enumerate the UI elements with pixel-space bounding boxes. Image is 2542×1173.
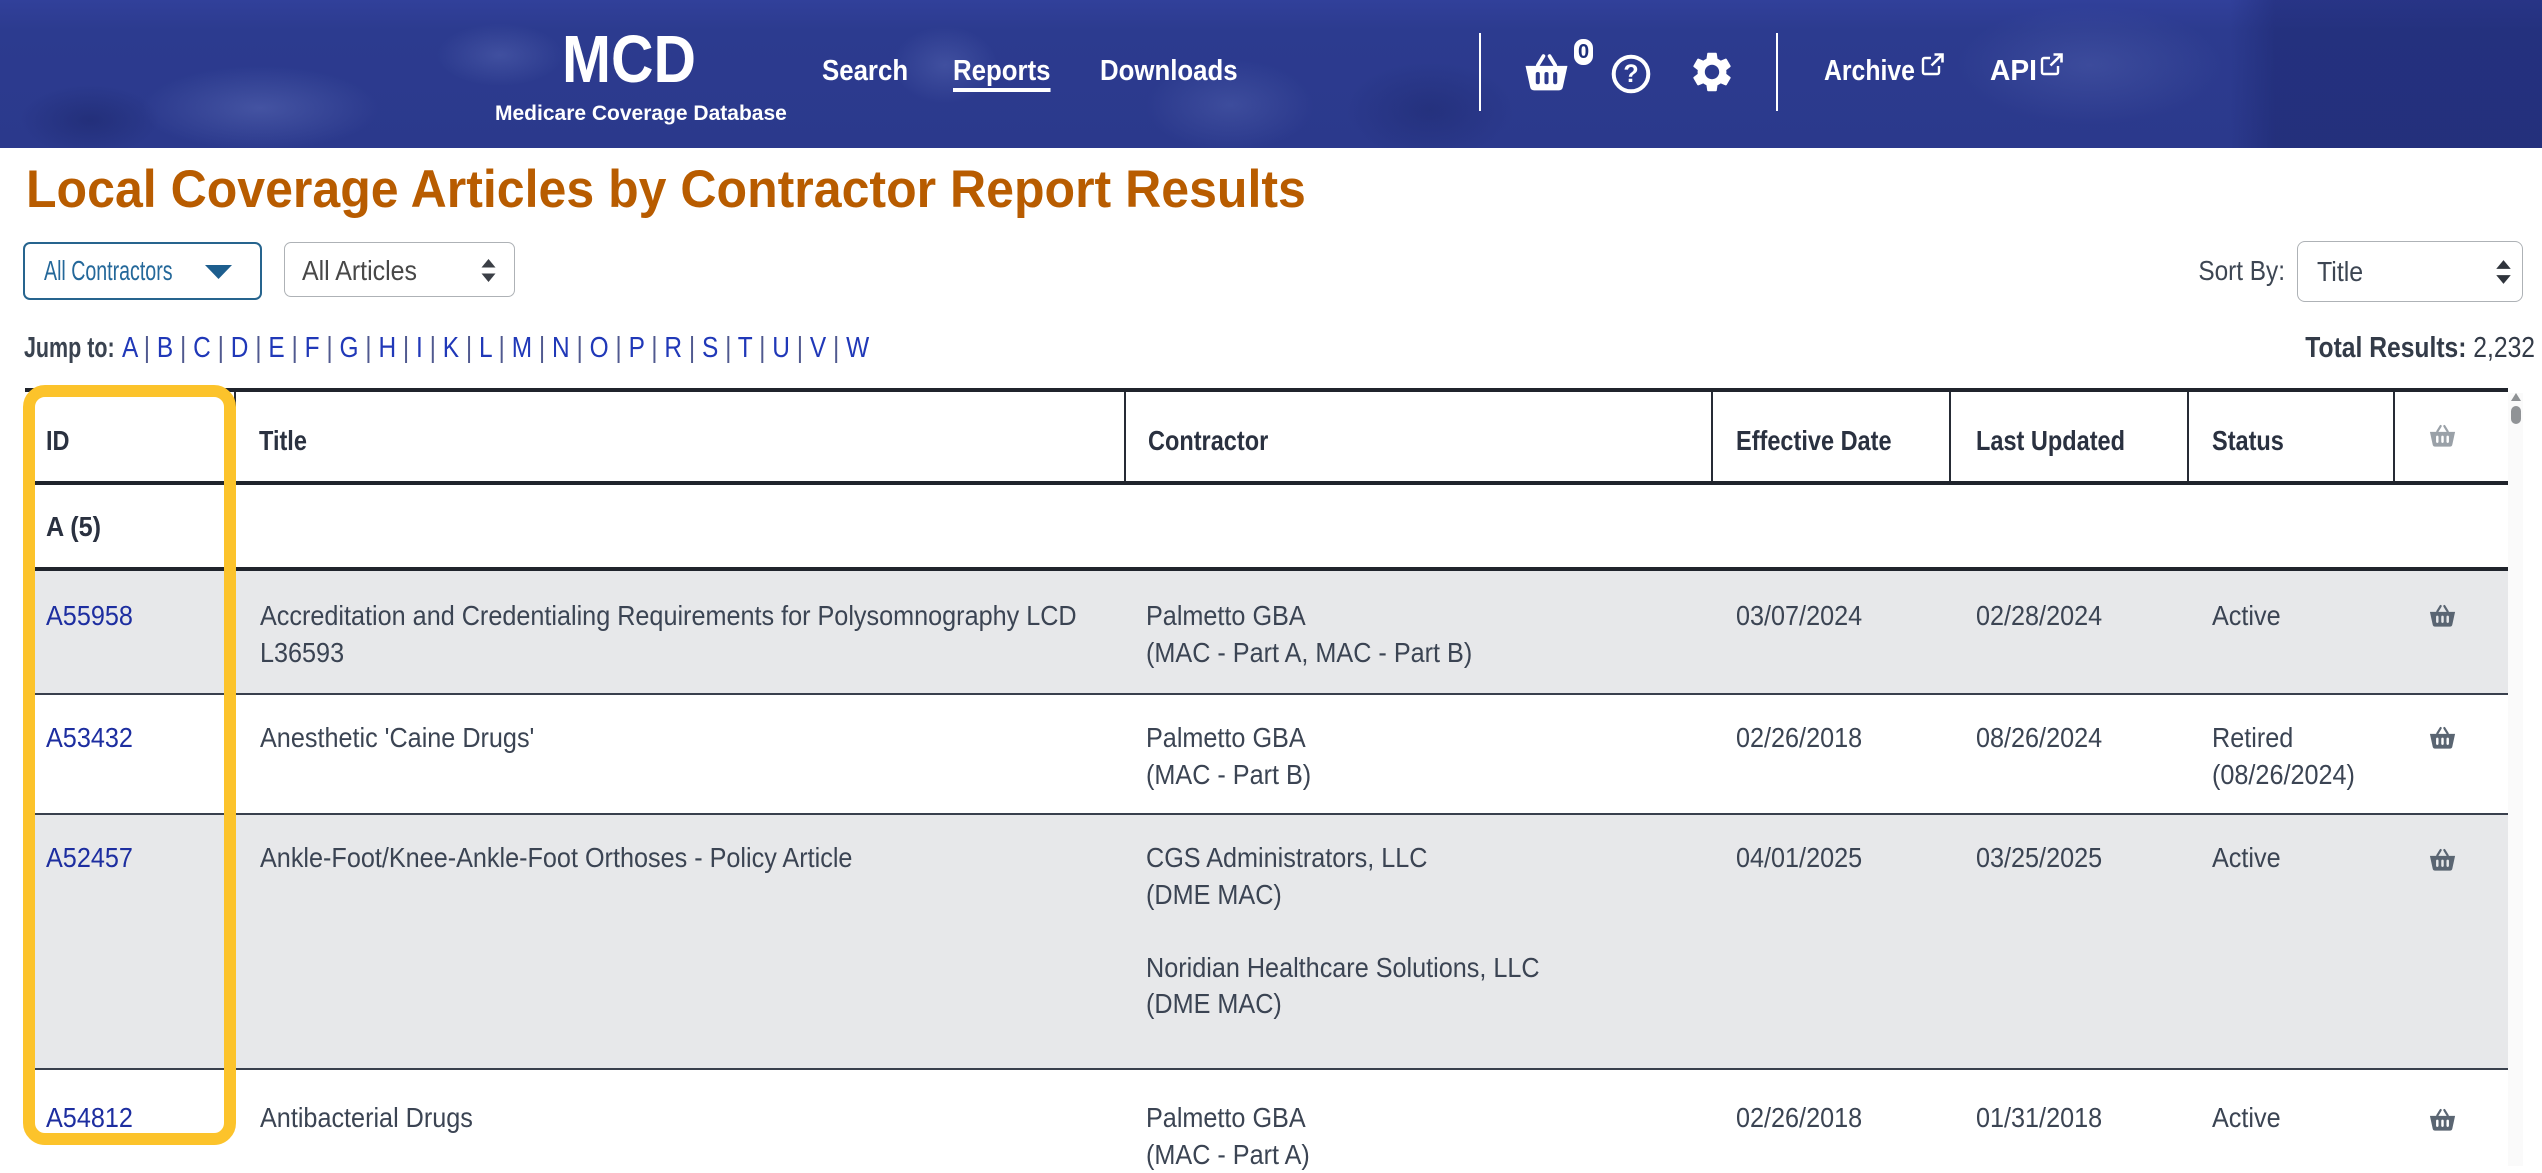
svg-text:?: ? <box>1623 60 1638 88</box>
